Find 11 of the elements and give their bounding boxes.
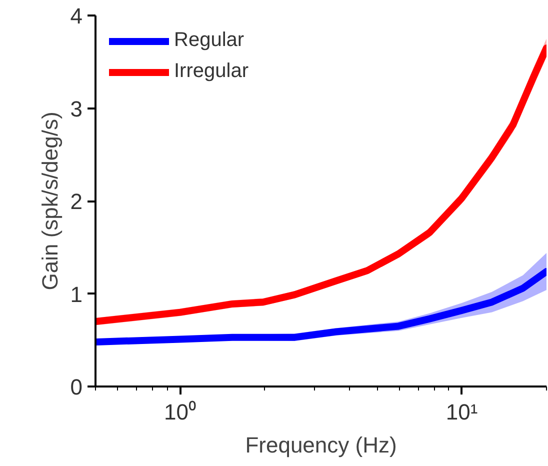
x-tick-label: 10¹ (446, 400, 478, 424)
y-tick-label: 3 (70, 96, 83, 122)
legend-label: Irregular (174, 60, 248, 83)
y-tick-label: 0 (70, 374, 83, 400)
y-axis-title: Gain (spk/s/deg/s) (37, 112, 62, 290)
y-tick-label: 2 (70, 189, 83, 214)
y-tick-label: 4 (70, 4, 83, 28)
y-tick-label: 1 (70, 282, 83, 307)
legend-label: Regular (174, 29, 244, 52)
x-axis-title: Frequency (Hz) (245, 432, 397, 458)
x-tick-label: 10⁰ (164, 400, 196, 424)
